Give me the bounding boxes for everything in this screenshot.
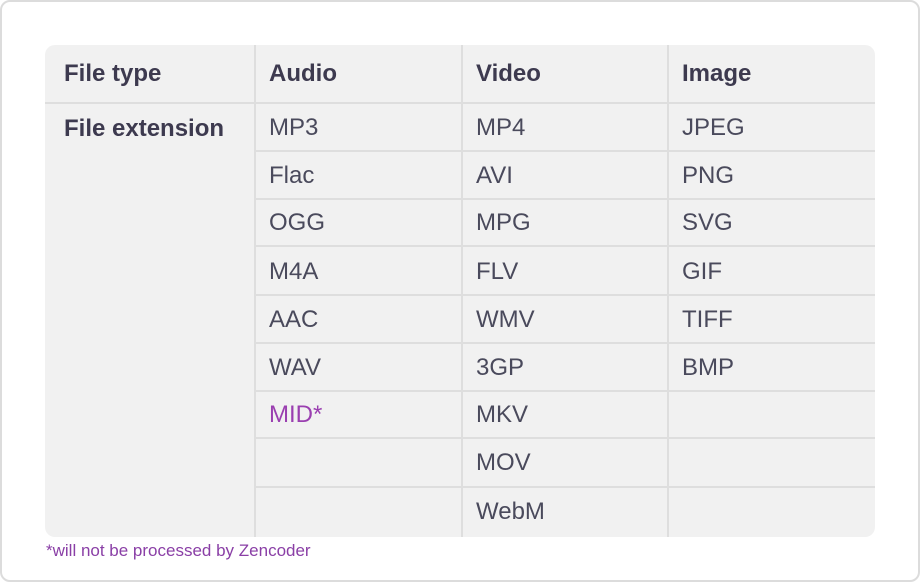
column-divider xyxy=(254,45,256,537)
image-extension-cell xyxy=(668,391,875,438)
column-divider xyxy=(461,45,463,537)
audio-extension-cell: M4A xyxy=(269,257,319,285)
image-extension-cell: GIF xyxy=(682,257,722,285)
header-audio: Audio xyxy=(269,60,337,87)
row-divider xyxy=(255,150,875,152)
row-divider xyxy=(45,102,875,104)
image-extension-cell: JPEG xyxy=(682,113,745,141)
header-file-type: File type xyxy=(64,60,162,87)
row-label-file-extension: File extension xyxy=(64,114,225,142)
video-extension-cell: MP4 xyxy=(476,113,526,141)
footnote: *will not be processed by Zencoder xyxy=(46,541,311,560)
audio-extension-cell: AAC xyxy=(269,305,319,333)
audio-extension-cell: Flac xyxy=(269,161,315,189)
video-column: Video MP4 AVI MPG FLV WMV 3GP MKV MOV WebM xyxy=(462,45,668,537)
column-divider xyxy=(667,45,669,537)
row-divider xyxy=(255,198,875,200)
image-extension-cell: SVG xyxy=(682,208,733,236)
audio-extension-cell xyxy=(255,488,462,535)
video-extension-cell: WebM xyxy=(476,497,545,525)
row-divider xyxy=(255,390,875,392)
video-extension-cell: FLV xyxy=(476,257,519,285)
audio-extension-cell: OGG xyxy=(269,208,326,236)
video-extension-cell: MKV xyxy=(476,400,529,428)
image-extension-cell: BMP xyxy=(682,353,735,381)
file-types-table: File type File extension Audio MP3 Flac OG… xyxy=(45,45,875,537)
row-divider xyxy=(255,486,875,488)
video-extension-cell: MPG xyxy=(476,208,531,236)
image-extension-cell xyxy=(668,439,875,486)
video-extension-cell: MOV xyxy=(476,448,531,476)
row-divider xyxy=(255,437,875,439)
audio-extension-cell: MID* xyxy=(269,400,323,428)
header-image: Image xyxy=(682,60,752,87)
image-extension-cell xyxy=(668,488,875,535)
row-divider xyxy=(255,342,875,344)
row-divider xyxy=(255,245,875,247)
image-column: Image JPEG PNG SVG GIF TIFF BMP xyxy=(668,45,875,537)
video-extension-cell: WMV xyxy=(476,305,535,333)
video-extension-cell: 3GP xyxy=(476,353,525,381)
audio-column: Audio MP3 Flac OGG M4A AAC WAV MID* xyxy=(255,45,462,537)
row-label-column: File type File extension xyxy=(45,45,255,537)
video-extension-cell: AVI xyxy=(476,161,513,189)
image-extension-cell: TIFF xyxy=(682,305,733,333)
audio-extension-cell: WAV xyxy=(269,353,321,381)
audio-extension-cell xyxy=(255,439,462,486)
row-divider xyxy=(255,294,875,296)
header-video: Video xyxy=(476,60,541,87)
audio-extension-cell: MP3 xyxy=(269,113,319,141)
image-extension-cell: PNG xyxy=(682,161,735,189)
